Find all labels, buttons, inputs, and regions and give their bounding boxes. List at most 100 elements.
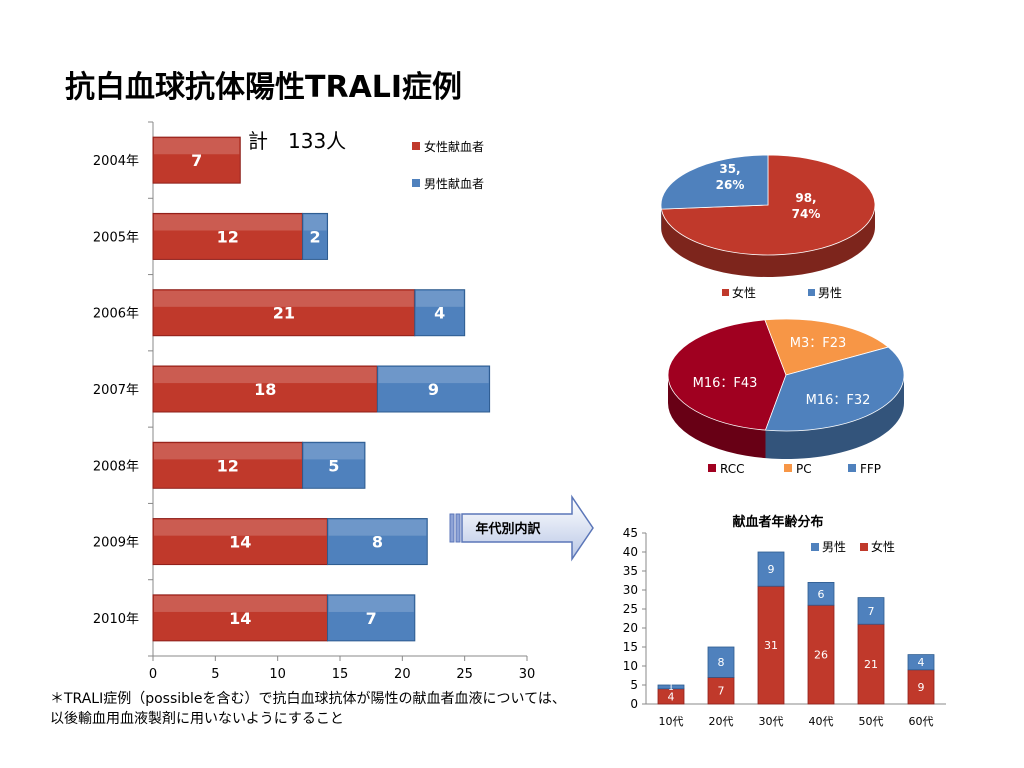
bar-value-label: 1 [668,683,674,693]
pie-slice-label: M3：F23 [790,336,847,351]
bar-segment [302,212,329,260]
pie-slice-label: 74% [792,207,821,221]
x-tick-label: 20 [394,667,411,682]
bar-highlight [154,595,327,612]
bar-value-label: 14 [229,533,251,552]
y-tick-label: 0 [630,697,638,711]
age-chart-title: 献血者年齢分布 [732,514,823,530]
footnote: ＊TRALI症例（possibleを含む）で抗白血球抗体が陽性の献血者血液につい… [50,689,566,729]
y-category-label: 2007年 [93,383,139,398]
bar-value-label: 9 [428,380,439,399]
legend-label: PC [796,462,812,476]
bar-value-label: 12 [217,456,239,475]
slide-title: 抗白血球抗体陽性TRALI症例 [65,70,463,105]
legend-swatch [784,464,792,472]
pie-slice-label: 26% [716,178,745,192]
y-category-label: 2009年 [93,536,139,551]
bar-segment [152,212,304,260]
bar-highlight [154,519,327,536]
legend-swatch [811,543,819,551]
pie-slice-label: 35, [719,162,740,176]
legend-swatch [412,179,420,187]
bar-highlight [303,214,327,231]
bar-segment [376,365,491,413]
footnote-line-2: 以後輸血用血液製剤に用いないようにすること [50,711,344,727]
bar-value-label: 4 [434,304,445,323]
bar-value-label: 21 [273,304,295,323]
total-count: 計 133人 [248,129,347,153]
bar-highlight [154,367,377,384]
bar-highlight [303,443,364,460]
bar-value-label: 31 [764,639,778,652]
pie-slice [660,154,769,210]
legend-swatch [722,289,729,296]
y-category-label: 2005年 [93,230,139,245]
pie-slice [764,318,890,376]
y-tick-label: 45 [623,526,638,540]
y-tick-label: 20 [623,621,638,635]
legend-label: 男性 [818,286,842,300]
bar-segment [152,136,241,184]
pie-slice-side [661,205,875,277]
bar-highlight [154,443,302,460]
y-category-label: 2008年 [93,459,139,474]
pie-slice [667,319,787,431]
bar-value-label: 6 [818,588,825,601]
bar-segment [152,365,378,413]
pie-slice-label: 98, [795,191,816,205]
x-tick-label: 30 [519,667,536,682]
pie-slice-side [765,375,904,459]
legend-label: FFP [860,462,881,476]
bar-highlight [154,290,414,307]
bar-value-label: 7 [366,609,377,628]
bar-highlight [154,214,302,231]
x-tick-label: 5 [211,667,219,682]
bar-segment [302,441,366,489]
legend-swatch [860,543,868,551]
bar-highlight [378,367,489,384]
bar-value-label: 7 [868,605,875,618]
y-category-label: 2010年 [93,612,139,627]
bar-segment [152,441,304,489]
bar-value-label: 26 [814,649,828,662]
y-tick-label: 10 [623,659,638,673]
y-tick-label: 40 [623,545,638,559]
bar-value-label: 4 [918,656,925,669]
bar-segment [757,551,785,587]
bar-value-label: 9 [768,563,775,576]
bar-value-label: 8 [718,656,725,669]
bar-value-label: 8 [372,533,383,552]
y-tick-label: 35 [623,564,638,578]
bar-value-label: 5 [328,456,339,475]
pie-slice-label: M16：F43 [693,376,758,391]
bar-segment [152,518,329,566]
bar-highlight [154,138,240,155]
bar-segment [907,654,935,671]
bar-value-label: 18 [254,380,276,399]
bar-value-label: 21 [864,658,878,671]
x-category-label: 10代 [659,715,684,728]
bar-segment [657,684,685,690]
bar-value-label: 12 [217,227,239,246]
pie-slice-label: M16：F32 [806,393,871,408]
x-tick-label: 10 [269,667,286,682]
x-category-label: 50代 [859,715,884,728]
legend-label: 女性献血者 [424,139,484,154]
bar-highlight [415,290,464,307]
bar-segment [807,582,835,606]
age-breakdown-arrow: 年代別内訳 [448,494,598,565]
bar-segment [152,289,416,337]
y-tick-label: 25 [623,602,638,616]
legend-swatch [708,464,716,472]
legend-label: 男性献血者 [424,176,484,191]
legend-swatch [848,464,856,472]
y-category-label: 2004年 [93,154,139,169]
arrow-label: 年代別内訳 [475,521,541,537]
y-tick-label: 30 [623,583,638,597]
bar-value-label: 14 [229,609,251,628]
bar-segment [707,646,735,678]
bar-value-label: 9 [918,681,925,694]
x-category-label: 20代 [709,715,734,728]
footnote-line-1: ＊TRALI症例（possibleを含む）で抗白血球抗体が陽性の献血者血液につい… [50,691,566,707]
